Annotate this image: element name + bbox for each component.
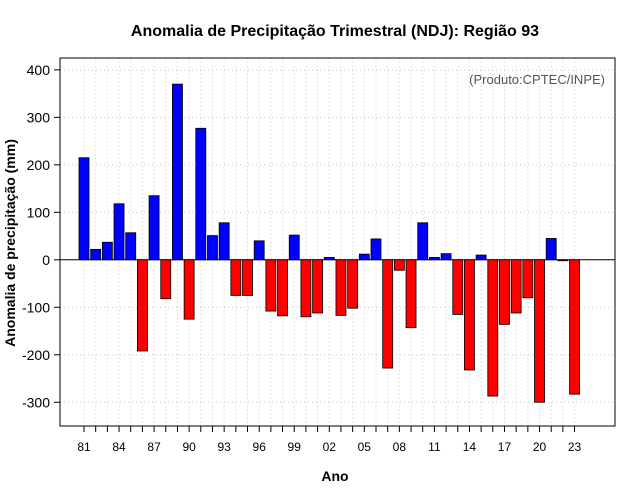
bars	[78, 83, 580, 403]
bar-83	[101, 241, 113, 261]
bar-03	[335, 259, 347, 316]
bar-90	[183, 259, 195, 320]
y-tick-label: 400	[27, 62, 51, 78]
y-tick-label: 200	[27, 157, 51, 173]
bar-11	[428, 257, 440, 261]
bar-21	[545, 238, 557, 261]
bar-05	[358, 253, 370, 261]
bar-04	[347, 259, 359, 309]
bar-02	[323, 257, 335, 261]
bar-94	[230, 259, 242, 296]
bar-17	[499, 259, 510, 325]
x-tick-label: 02	[323, 440, 337, 454]
bar-97	[265, 259, 277, 312]
bar-06	[370, 238, 382, 261]
bar-22	[557, 259, 569, 262]
x-tick-label: 96	[253, 440, 267, 454]
x-tick-label: 93	[217, 440, 231, 454]
x-tick-label: 84	[112, 440, 126, 454]
x-tick-label: 87	[147, 440, 161, 454]
x-axis-title: Ano	[321, 468, 348, 484]
y-axis: -300 -200 -100 0 100 200 300 400	[22, 62, 60, 410]
chart-title: Anomalia de Precipitação Trimestral (NDJ…	[131, 23, 539, 40]
bar-82	[90, 248, 102, 261]
y-tick-label: 0	[42, 252, 50, 268]
bar-88	[160, 259, 172, 300]
x-tick-label: 20	[533, 440, 547, 454]
bar-01	[312, 259, 324, 314]
x-tick-label: 11	[428, 440, 441, 454]
bar-10	[417, 222, 429, 261]
bar-13	[452, 259, 464, 315]
bar-09	[405, 259, 417, 329]
bar-15	[475, 254, 487, 261]
x-tick-label: 81	[77, 440, 91, 454]
bar-87	[148, 195, 160, 261]
x-tick-label: 90	[182, 440, 196, 454]
bar-23	[569, 259, 580, 395]
x-tick-label: 99	[288, 440, 302, 454]
bar-20	[534, 259, 545, 403]
bar-08	[393, 259, 405, 271]
plot-frame	[59, 57, 616, 427]
y-tick-label: -300	[22, 394, 50, 410]
bar-92	[207, 235, 218, 261]
bar-86	[136, 259, 148, 352]
x-tick-label: 23	[568, 440, 582, 454]
bar-00	[300, 259, 312, 318]
x-tick-label: 08	[393, 440, 407, 454]
bar-07	[382, 259, 394, 369]
bar-19	[522, 259, 534, 299]
bar-16	[487, 259, 499, 397]
y-tick-label: -200	[22, 347, 50, 363]
bar-98	[277, 259, 288, 317]
bar-95	[242, 259, 253, 296]
bar-96	[253, 240, 265, 261]
x-tick-label: 17	[498, 440, 512, 454]
bar-85	[125, 232, 137, 261]
credit-label: (Produto:CPTEC/INPE)	[469, 72, 605, 87]
bar-18	[510, 259, 522, 314]
y-tick-label: 100	[27, 204, 51, 220]
bar-89	[172, 83, 183, 261]
y-axis-title: Anomalia de precipitação (mm)	[2, 139, 18, 347]
bar-93	[218, 222, 230, 261]
bar-12	[440, 253, 452, 261]
x-tick-label: 05	[358, 440, 372, 454]
y-tick-label: -100	[22, 299, 50, 315]
x-tick-label: 14	[463, 440, 477, 454]
bar-84	[113, 203, 125, 261]
y-tick-label: 300	[27, 109, 51, 125]
grid	[60, 58, 615, 426]
bar-14	[464, 259, 475, 371]
bar-99	[288, 234, 300, 261]
x-axis: 81 84 87 90 93 96 99 02 05 08 11 14 17 20 23	[77, 426, 582, 454]
bar-81	[78, 157, 90, 261]
bar-91	[195, 127, 207, 261]
